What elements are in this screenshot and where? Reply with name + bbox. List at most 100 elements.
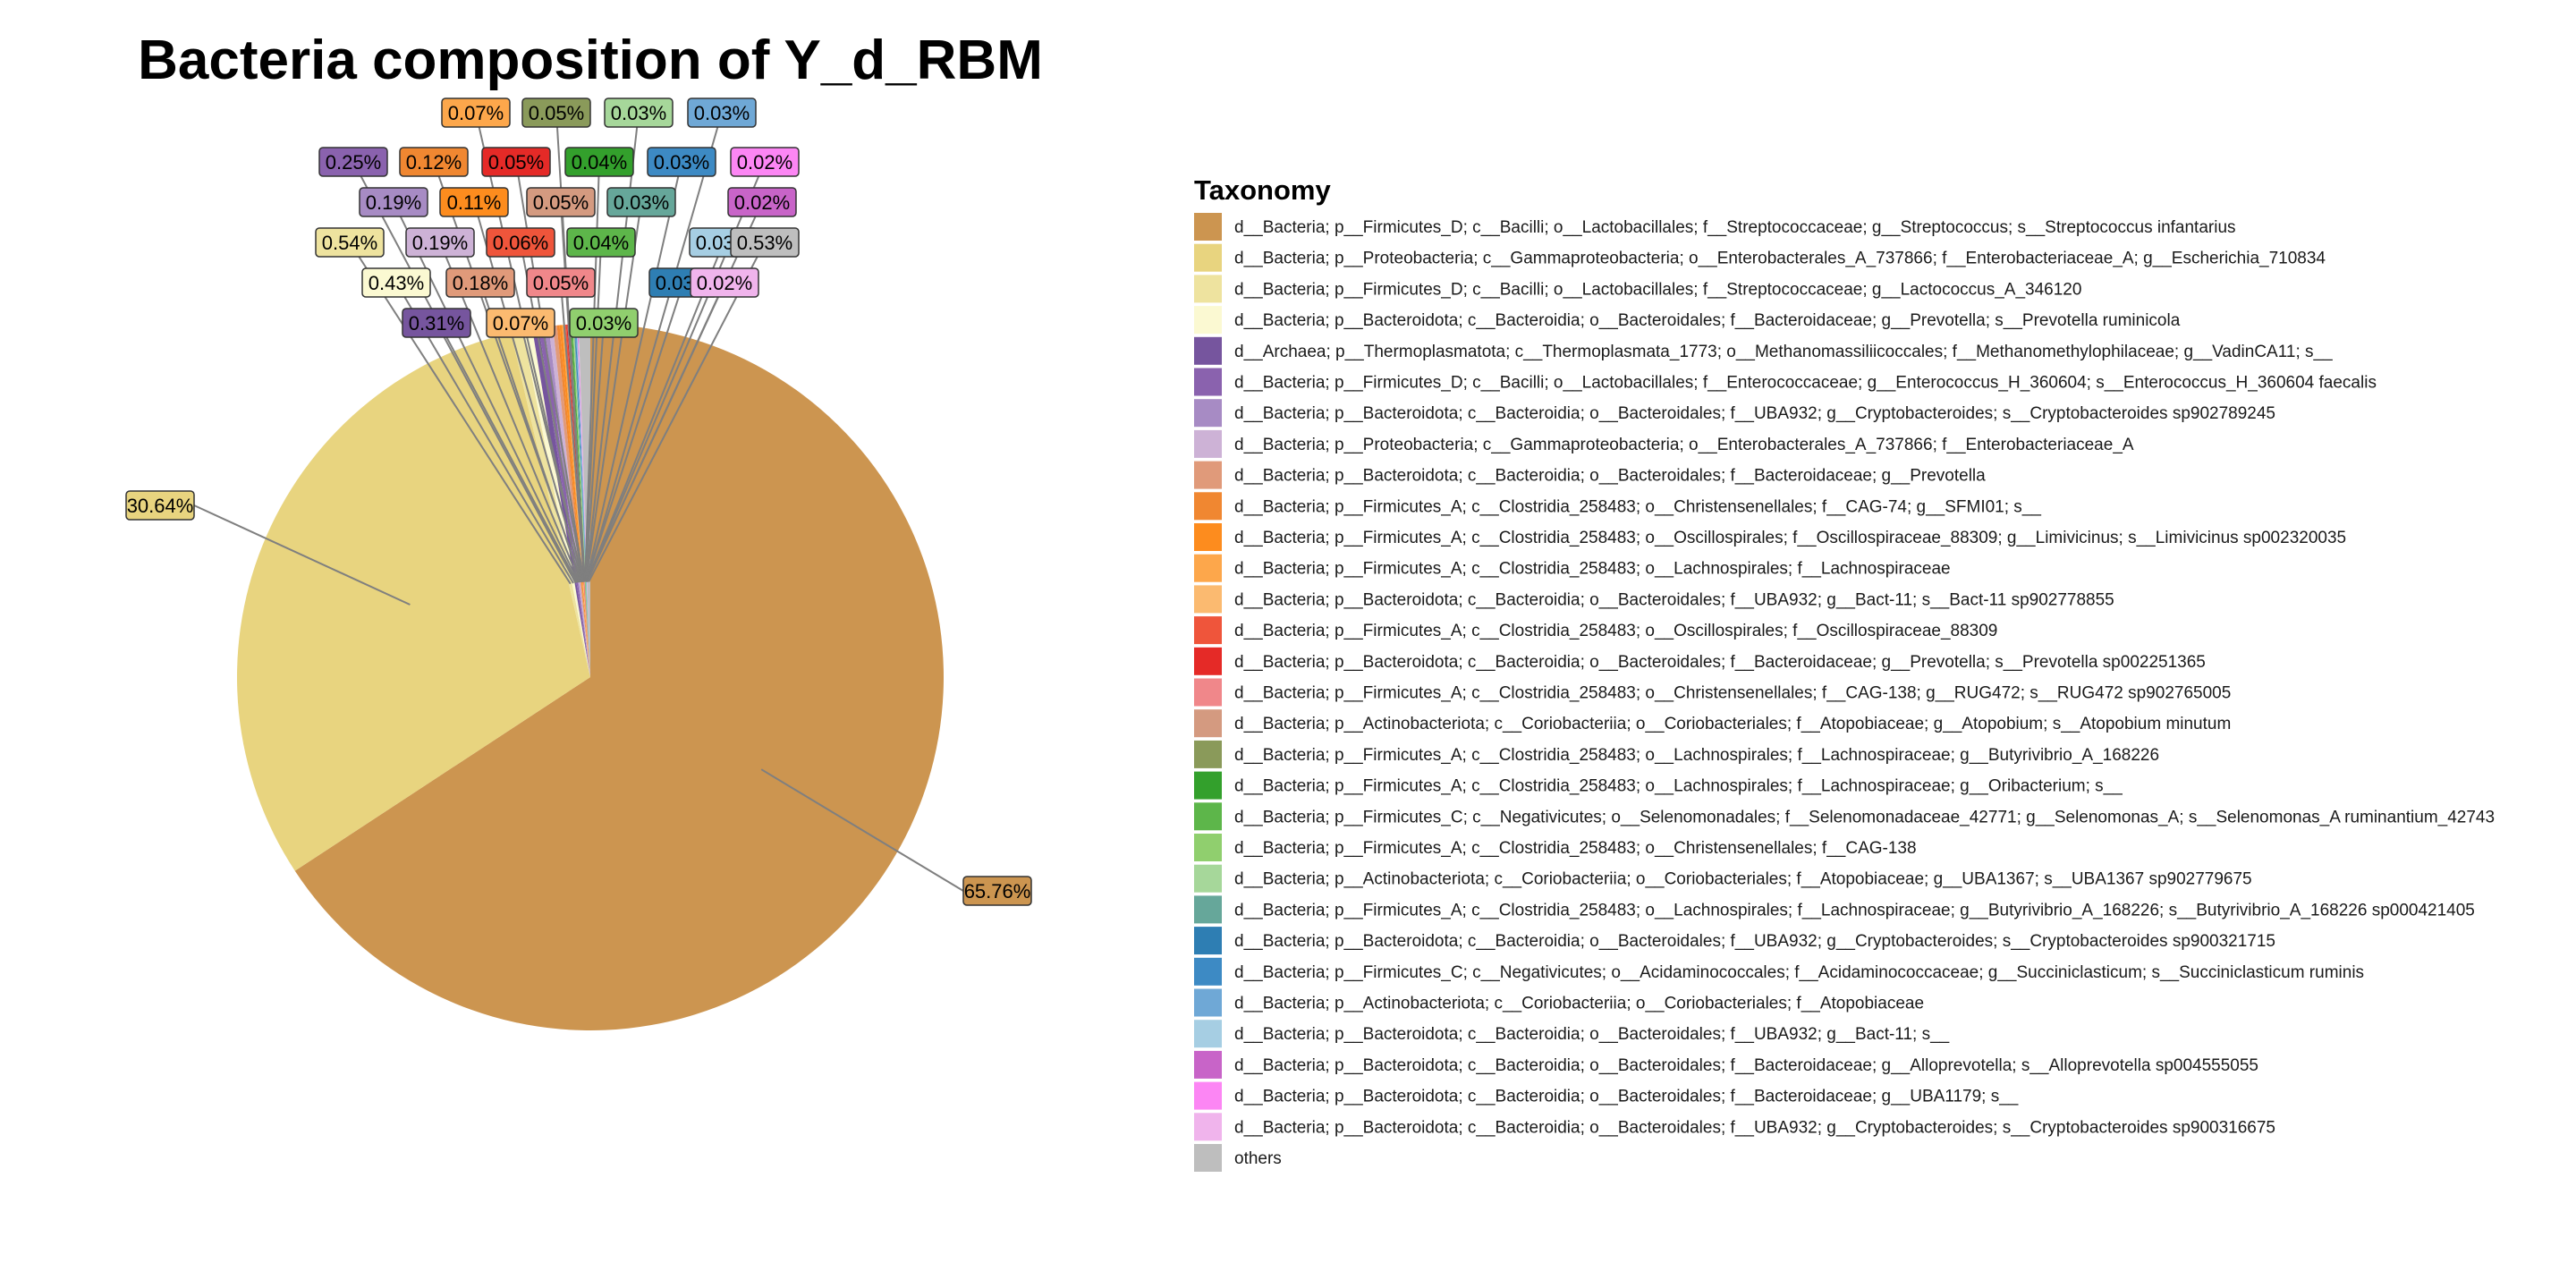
legend-swatch [1194, 1081, 1222, 1110]
percent-label: 30.64% [127, 495, 194, 517]
percent-label-box [687, 97, 757, 128]
pie-slice [578, 324, 590, 677]
legend-swatch [1194, 1020, 1222, 1048]
percent-label: 65.76% [964, 880, 1031, 902]
leader-line [520, 242, 585, 582]
pie-slice [573, 324, 590, 677]
legend-swatch [1194, 523, 1222, 551]
percent-label: 0.02% [697, 272, 752, 294]
legend-label: d__Bacteria; p__Firmicutes_C; c__Negativ… [1234, 963, 2364, 982]
leader-line [193, 504, 411, 606]
percent-label-box [569, 308, 639, 338]
leader-line [393, 201, 580, 583]
percent-label: 0.05% [533, 272, 589, 294]
legend-swatch [1194, 1144, 1222, 1172]
legend-label: d__Bacteria; p__Bacteroidota; c__Bactero… [1234, 311, 2181, 330]
legend-swatch [1194, 988, 1222, 1017]
percent-label: 0.03% [614, 191, 669, 214]
percent-label: 0.25% [326, 151, 381, 174]
leader-line [560, 282, 586, 582]
legend-label: d__Bacteria; p__Firmicutes_A; c__Clostri… [1234, 560, 1951, 579]
legend-swatch [1194, 336, 1222, 365]
legend-label: d__Bacteria; p__Actinobacteriota; c__Cor… [1234, 995, 1924, 1013]
legend-label: d__Bacteria; p__Firmicutes_D; c__Bacilli… [1234, 280, 2081, 299]
legend-label: d__Bacteria; p__Bacteroidota; c__Bactero… [1234, 590, 2114, 609]
legend-label: d__Bacteria; p__Bacteroidota; c__Bactero… [1234, 1056, 2258, 1075]
leader-line [439, 242, 581, 583]
percent-label-box [606, 187, 676, 217]
legend-label: d__Bacteria; p__Firmicutes_A; c__Clostri… [1234, 901, 2475, 919]
leader-line [585, 201, 642, 582]
pie-slice [574, 324, 590, 677]
legend-swatch [1194, 834, 1222, 861]
legend-label: others [1234, 1149, 1282, 1168]
leader-line [349, 242, 572, 585]
leader-line [585, 282, 684, 582]
legend-label: d__Bacteria; p__Bacteroidota; c__Bactero… [1234, 1088, 2019, 1106]
percent-label: 0.19% [412, 232, 468, 254]
legend-swatch [1194, 1113, 1222, 1141]
legend-swatch [1194, 957, 1222, 986]
percent-label: 0.12% [406, 151, 462, 174]
percent-label: 0.11% [447, 191, 502, 214]
legend-label: d__Bacteria; p__Firmicutes_A; c__Clostri… [1234, 839, 1917, 858]
pie-slice [236, 333, 590, 871]
leader-line [586, 282, 725, 582]
percent-label: 0.05% [533, 191, 589, 214]
legend-swatch [1194, 864, 1222, 893]
legend-label: d__Bacteria; p__Firmicutes_C; c__Negativ… [1234, 808, 2495, 826]
percent-label: 0.07% [448, 102, 504, 124]
pie-slice [578, 324, 590, 677]
percent-label-box [690, 267, 759, 298]
legend-swatch [1194, 647, 1222, 675]
leader-line [436, 322, 577, 584]
legend-label: d__Bacteria; p__Firmicutes_D; c__Bacilli… [1234, 218, 2236, 237]
legend-swatch [1194, 1050, 1222, 1079]
percent-label-box [962, 876, 1032, 906]
legend-label: d__Bacteria; p__Bacteroidota; c__Bactero… [1234, 932, 2275, 951]
percent-label: 0.31% [409, 312, 464, 335]
chart-title: Bacteria composition of Y_d_RBM [138, 30, 1043, 91]
legend-swatch [1194, 740, 1222, 768]
pie-slice [511, 330, 590, 677]
pie-slice [577, 324, 590, 677]
legend-swatch [1194, 492, 1222, 521]
legend-label: d__Bacteria; p__Actinobacteriota; c__Cor… [1234, 870, 2252, 889]
pie-slice [572, 324, 590, 677]
pie-slice [576, 324, 590, 677]
pie-slice [575, 324, 590, 677]
legend-swatch [1194, 585, 1222, 614]
percent-label: 0.54% [322, 232, 377, 254]
percent-label-box [566, 227, 636, 258]
leader-line [585, 161, 682, 582]
percent-label-box [481, 147, 551, 177]
percent-label-box [526, 267, 596, 298]
percent-label: 0.04% [572, 151, 627, 174]
percent-label-box [315, 227, 385, 258]
percent-label-box [521, 97, 591, 128]
legend-swatch [1194, 802, 1222, 831]
pie-slice [522, 328, 590, 677]
legend-swatch [1194, 213, 1222, 241]
legend-swatch [1194, 709, 1222, 738]
legend-label: d__Bacteria; p__Firmicutes_A; c__Clostri… [1234, 777, 2123, 796]
percent-label-box [361, 267, 431, 298]
legend-swatch [1194, 927, 1222, 955]
percent-label: 0.19% [366, 191, 421, 214]
leader-line [584, 322, 605, 582]
percent-label-box [486, 227, 555, 258]
legend-label: d__Bacteria; p__Firmicutes_A; c__Clostri… [1234, 497, 2041, 516]
percent-label-box [318, 147, 388, 177]
percent-label: 0.06% [493, 232, 548, 254]
legend-label: d__Bacteria; p__Bacteroidota; c__Bactero… [1234, 1025, 1950, 1044]
percent-label: 0.02% [734, 191, 790, 214]
percent-label: 0.04% [573, 232, 629, 254]
percent-label-box [730, 227, 800, 258]
legend-swatch [1194, 368, 1222, 396]
percent-label-box [526, 187, 596, 217]
legend-label: d__Bacteria; p__Bacteroidota; c__Bactero… [1234, 404, 2275, 423]
pie-slice [577, 324, 590, 677]
percent-label-box [727, 187, 797, 217]
percent-label-box [441, 97, 511, 128]
legend-swatch [1194, 429, 1222, 458]
